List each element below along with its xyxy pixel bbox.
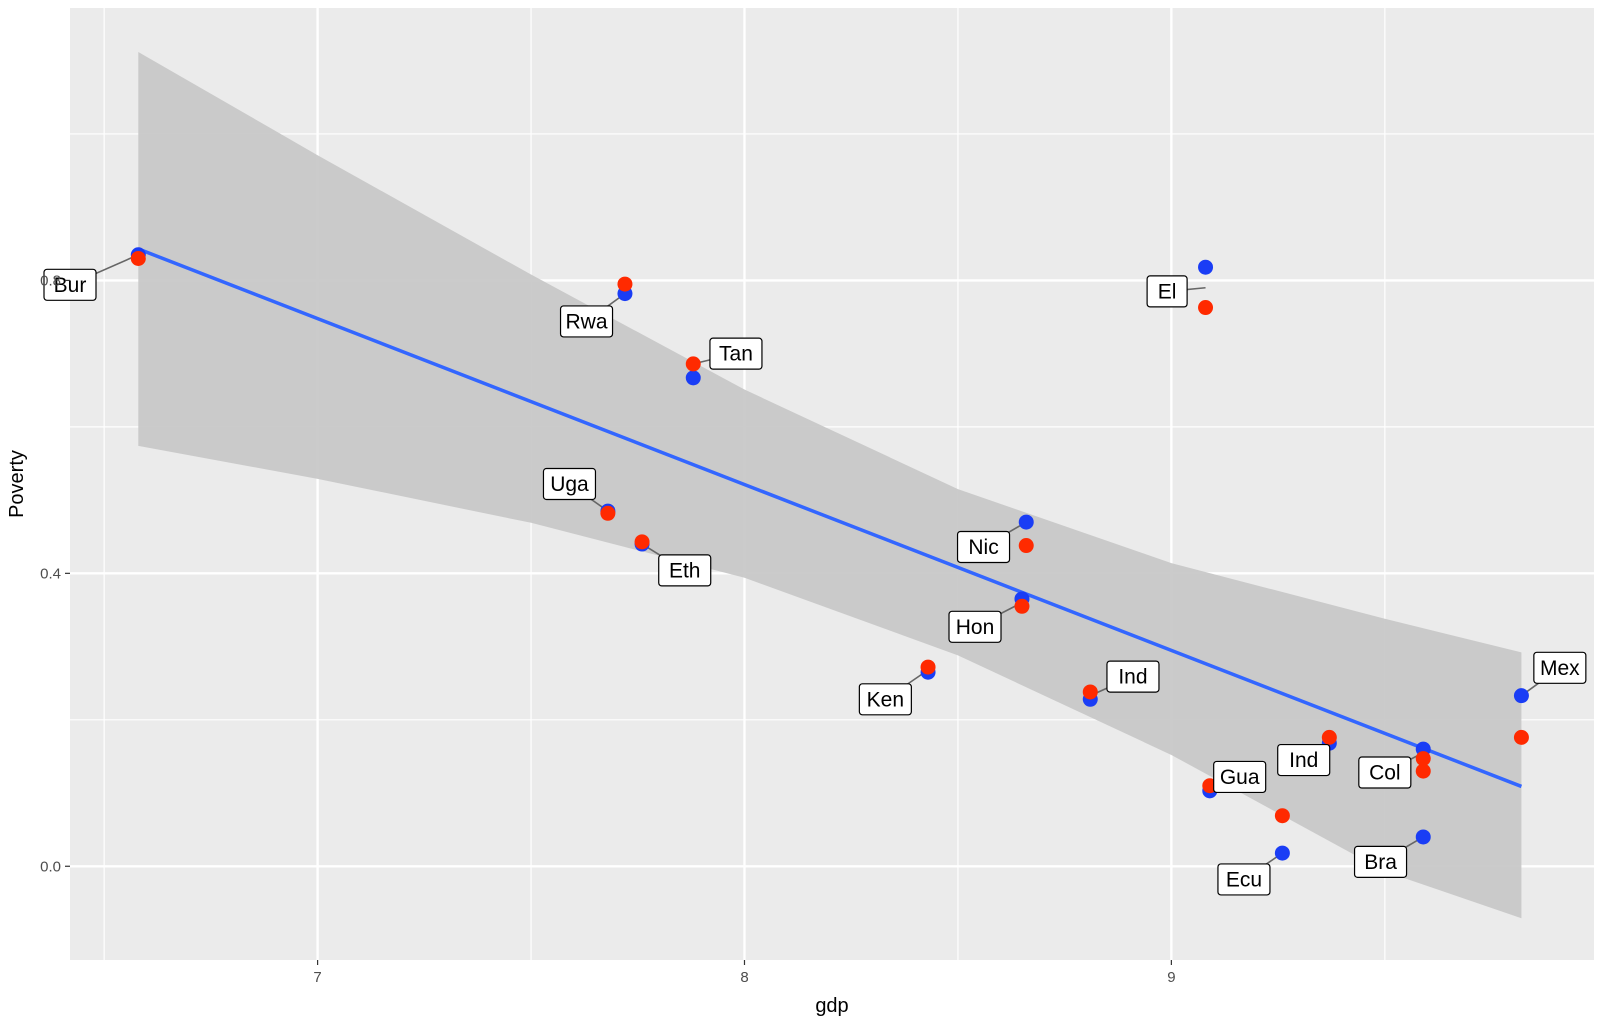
label-box: [948, 610, 1002, 643]
data-point-red: [1198, 300, 1214, 316]
label-text: Tan: [719, 343, 753, 366]
data-points: [130, 247, 1529, 861]
label-box: [542, 467, 597, 501]
data-point-red: [1513, 729, 1529, 745]
point-label: El: [1146, 275, 1188, 308]
point-label: Ecu: [1217, 863, 1271, 896]
label-box: [43, 268, 97, 301]
point-label: Ken: [858, 683, 912, 716]
point-label: Bur: [43, 268, 97, 301]
label-text: Uga: [550, 473, 589, 496]
data-point-red: [685, 356, 701, 372]
y-tick-label: 0.4: [40, 565, 61, 582]
point-label: Ind: [1277, 743, 1331, 777]
point-label: Nic: [956, 530, 1011, 564]
data-point-red: [1014, 598, 1030, 614]
point-labels: Bur Rwa Tan Uga Eth Nic Hon Ken Ind El Gua Ecu Ind Co…: [43, 268, 1587, 896]
label-text: Ind: [1289, 749, 1318, 772]
label-text: Col: [1369, 762, 1401, 785]
data-point-blue: [1415, 829, 1431, 845]
label-text: Bur: [54, 274, 87, 297]
label-text: Nic: [968, 536, 998, 559]
label-box: [1213, 760, 1267, 794]
x-tick-label: 7: [313, 969, 321, 986]
label-text: El: [1158, 280, 1177, 303]
confidence-ribbon: [138, 51, 1522, 919]
label-text: Hon: [956, 616, 995, 639]
x-axis-title: gdp: [815, 995, 848, 1017]
data-point-red: [634, 534, 650, 550]
label-box: [658, 554, 712, 587]
data-point-red: [920, 659, 936, 675]
point-label: Uga: [542, 467, 597, 501]
label-text: Mex: [1540, 657, 1580, 680]
data-point-red: [1415, 763, 1431, 779]
data-point-red: [1321, 729, 1337, 745]
point-label: Hon: [948, 610, 1002, 643]
data-point-red: [130, 250, 146, 266]
point-label: Col: [1358, 756, 1412, 789]
label-text: Ind: [1118, 666, 1147, 689]
label-box: [1358, 756, 1412, 789]
data-point-blue: [1274, 845, 1290, 861]
point-label: Mex: [1533, 651, 1587, 684]
y-tick-label: 0.8: [40, 272, 61, 289]
point-label: Rwa: [559, 305, 614, 338]
label-text: Ken: [867, 688, 904, 711]
label-box: [709, 337, 763, 370]
label-box: [559, 305, 614, 338]
label-text: Bra: [1364, 851, 1397, 874]
data-point-red: [1415, 751, 1431, 767]
data-point-blue: [1513, 688, 1529, 704]
data-point-red: [1274, 808, 1290, 824]
label-box: [956, 530, 1011, 564]
point-label: Bra: [1353, 845, 1408, 878]
label-text: Ecu: [1226, 868, 1262, 891]
confidence-band: [138, 51, 1522, 919]
data-point-red: [600, 505, 616, 521]
regression-line: [137, 247, 1523, 789]
label-box: [858, 683, 912, 716]
label-box: [1353, 845, 1408, 878]
data-point-red: [1082, 684, 1098, 700]
point-label: Eth: [658, 554, 712, 587]
x-tick-label: 8: [740, 969, 748, 986]
label-box: [1533, 651, 1587, 684]
x-axis-ticks: 7 8 9: [313, 960, 1176, 986]
fit-line: [137, 247, 1523, 789]
y-tick-label: 0.0: [40, 858, 61, 875]
label-box: [1146, 275, 1188, 308]
label-box: [1277, 743, 1331, 777]
x-tick-label: 9: [1167, 969, 1175, 986]
point-label: Tan: [709, 337, 763, 370]
point-label: Ind: [1106, 660, 1160, 693]
data-point-blue: [1198, 259, 1214, 275]
point-label: Gua: [1213, 760, 1267, 794]
data-point-blue: [1018, 514, 1034, 530]
data-point-red: [1018, 538, 1034, 554]
label-box: [1217, 863, 1271, 896]
label-box: [1106, 660, 1160, 693]
y-axis-title: Poverty: [6, 450, 28, 518]
data-point-blue: [685, 370, 701, 386]
y-axis-ticks: 0.0 0.4 0.8: [40, 272, 70, 875]
label-text: Rwa: [566, 310, 608, 333]
label-text: Gua: [1220, 766, 1260, 789]
data-point-red: [617, 276, 633, 292]
label-text: Eth: [669, 559, 701, 582]
